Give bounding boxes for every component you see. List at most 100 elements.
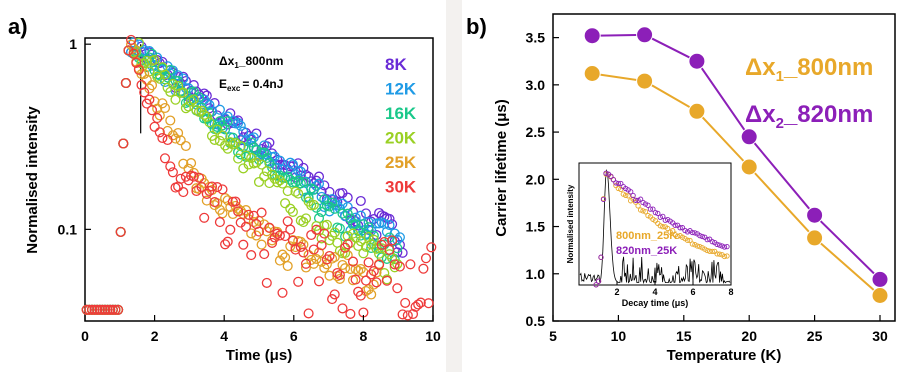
data-point xyxy=(337,259,348,271)
data-point xyxy=(274,230,285,241)
data-point xyxy=(379,211,390,222)
panel-a-x-tick-label: 10 xyxy=(425,328,441,344)
data-point xyxy=(285,174,296,185)
inset-data-point xyxy=(716,251,723,257)
data-point xyxy=(149,121,160,132)
data-point xyxy=(688,102,706,120)
data-point xyxy=(415,297,426,308)
inset-data-point xyxy=(630,192,636,199)
data-point xyxy=(248,142,259,153)
data-point xyxy=(392,283,403,294)
data-point xyxy=(220,239,231,250)
data-point xyxy=(308,244,319,255)
inset-data-point xyxy=(657,223,663,229)
data-point xyxy=(233,117,244,128)
data-point xyxy=(175,173,186,184)
data-point xyxy=(274,155,285,166)
data-point xyxy=(321,219,332,230)
data-point xyxy=(188,94,199,105)
data-point xyxy=(128,48,139,59)
data-point xyxy=(379,236,390,248)
data-point xyxy=(157,62,168,73)
inset-data-point xyxy=(640,208,646,214)
data-point xyxy=(186,96,197,107)
data-point xyxy=(413,299,424,310)
data-point xyxy=(329,203,340,214)
data-point xyxy=(355,195,366,207)
data-point xyxy=(267,237,278,248)
data-point xyxy=(277,249,288,260)
data-point xyxy=(146,105,158,116)
legend-25K: 25K xyxy=(385,153,417,172)
data-point xyxy=(209,134,220,145)
data-point xyxy=(222,195,233,206)
panel-a-y-axis-label: Normalised intensity xyxy=(24,106,41,254)
data-point xyxy=(165,161,176,172)
data-point xyxy=(340,247,351,259)
data-point xyxy=(355,236,366,247)
inset-data-point xyxy=(642,209,649,215)
data-point xyxy=(311,253,322,265)
data-point xyxy=(170,133,181,144)
data-point xyxy=(230,138,241,149)
data-point xyxy=(300,258,312,269)
inset-series-820nm_25K xyxy=(593,170,730,288)
data-point xyxy=(423,298,434,309)
inset-data-point xyxy=(721,244,728,250)
data-point xyxy=(308,184,319,195)
data-point xyxy=(217,184,228,195)
panel-a-x-tick-label: 0 xyxy=(81,328,89,344)
panel-b-axes: 5 10 15 20 25 30 0.5 1.0 1.5 2.0 2.5 3.0 3.5 xyxy=(526,30,888,344)
panel-divider xyxy=(446,0,462,372)
data-point xyxy=(363,257,374,268)
data-point xyxy=(345,213,356,224)
panel-b-x-tick-label: 25 xyxy=(807,328,823,344)
inset-x-tick-label: 2 xyxy=(614,287,619,297)
series-line xyxy=(592,72,881,297)
panel-b-y-tick-label: 3.0 xyxy=(526,77,546,93)
data-point xyxy=(214,104,225,115)
data-point xyxy=(376,243,387,254)
data-point xyxy=(214,217,225,228)
inset-marks xyxy=(579,168,731,288)
data-point xyxy=(261,152,272,164)
data-point xyxy=(806,229,824,247)
inset-data-point xyxy=(615,180,621,187)
inset-data-point xyxy=(652,209,659,216)
data-point xyxy=(402,310,413,321)
data-point xyxy=(233,206,244,217)
data-point xyxy=(394,261,405,272)
data-point xyxy=(583,65,601,82)
data-point xyxy=(131,57,142,68)
data-point xyxy=(397,309,408,320)
data-point xyxy=(293,276,304,287)
legend-entry-800nm: Δx1_800nm xyxy=(745,54,873,85)
data-point xyxy=(110,304,121,315)
inset-frame xyxy=(578,162,732,286)
data-point xyxy=(178,158,189,169)
data-point xyxy=(282,216,293,227)
data-point xyxy=(366,269,377,280)
data-point xyxy=(243,209,254,220)
data-point xyxy=(290,177,301,188)
panel-b-y-tick-label: 3.5 xyxy=(526,30,546,46)
data-point xyxy=(251,157,262,168)
data-point xyxy=(324,250,335,262)
data-point xyxy=(342,239,353,250)
panel-a-background xyxy=(0,0,446,372)
data-point xyxy=(280,231,291,242)
data-point xyxy=(334,273,345,284)
series-line xyxy=(592,33,881,281)
data-point xyxy=(256,239,267,250)
data-point xyxy=(332,200,343,211)
data-point xyxy=(259,219,270,230)
panel-b-y-tick-label: 2.0 xyxy=(526,171,546,187)
data-point xyxy=(371,277,382,288)
data-point xyxy=(327,197,338,208)
inset-data-point xyxy=(647,206,654,212)
data-point xyxy=(300,213,312,224)
panel-a-x-tick-label: 2 xyxy=(151,328,159,344)
data-point xyxy=(209,197,220,208)
data-point xyxy=(264,137,275,148)
inset-data-point xyxy=(635,203,641,209)
